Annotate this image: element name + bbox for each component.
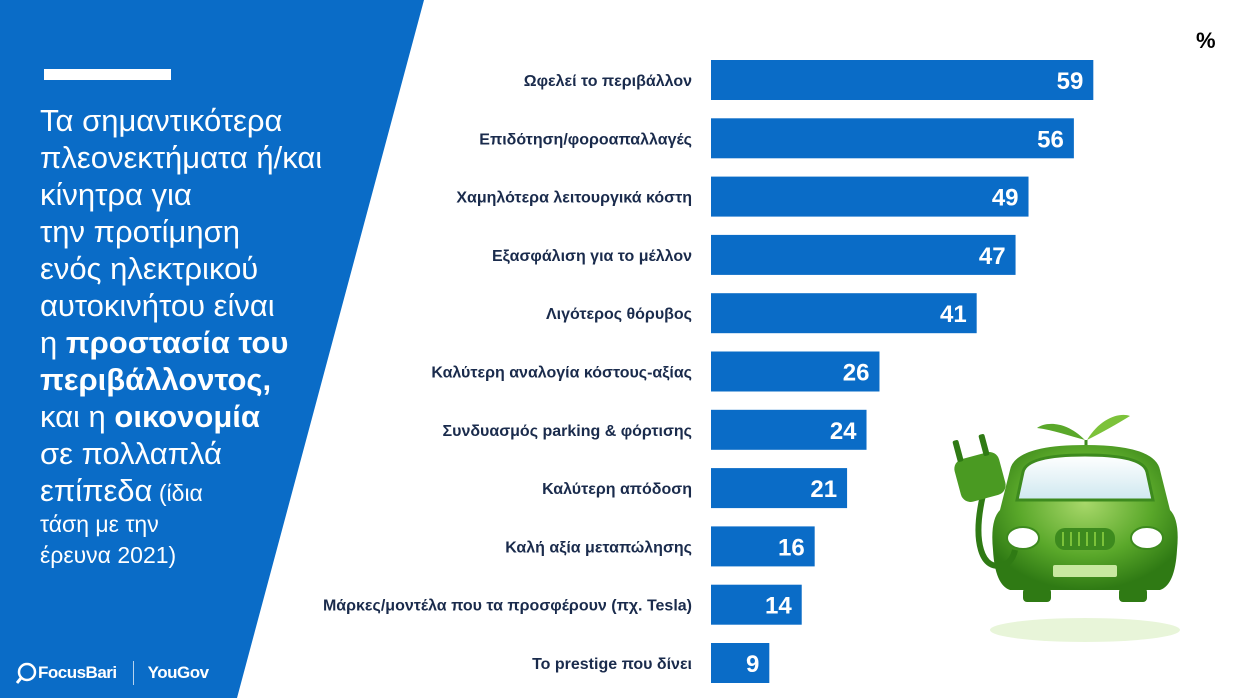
bar [711, 643, 770, 683]
headline-text: επίπεδα [40, 473, 153, 508]
unit-label: % [1196, 28, 1216, 53]
plug-icon [952, 434, 1018, 569]
value-label: 14 [765, 593, 792, 620]
yougov-logo: YouGov [147, 663, 209, 682]
category-label: Εξασφάλιση για το μέλλον [492, 248, 692, 265]
value-label: 49 [992, 185, 1019, 212]
headline-emphasis: προστασία του [65, 325, 289, 360]
focusbari-logo-icon [16, 662, 37, 684]
value-label: 41 [940, 301, 967, 328]
headline-note: (ίδια [152, 480, 203, 506]
category-label: Ωφελεί το περιβάλλον [524, 73, 692, 90]
category-label: Καλύτερη απόδοση [542, 481, 692, 498]
bar [711, 584, 802, 625]
headline-line: η προστασία του [40, 324, 370, 361]
category-label: Το prestige που δίνει [532, 656, 692, 673]
bar [711, 176, 1029, 217]
category-label: Λιγότερος θόρυβος [546, 306, 692, 323]
headline-text: η [40, 325, 66, 360]
bar [711, 351, 880, 392]
bar [711, 234, 1016, 275]
headline-line: ενός ηλεκτρικού [40, 251, 259, 286]
headline-line: σε πολλαπλά [40, 436, 222, 471]
value-label: 56 [1037, 126, 1064, 153]
headline-line: Τα σημαντικότερα [40, 103, 283, 138]
electric-car-illustration [952, 414, 1180, 642]
value-label: 59 [1057, 68, 1084, 95]
category-label: Μάρκες/μοντέλα που τα προσφέρουν (πχ. Te… [323, 598, 692, 615]
focusbari-logo: FocusBari [38, 663, 117, 682]
category-label: Συνδυασμός parking & φόρτισης [443, 423, 692, 440]
headlight-icon [1006, 526, 1040, 550]
headline-emphasis: οικονομία [114, 399, 260, 434]
bar [711, 118, 1074, 159]
headline-line: επίπεδα (ίδια [40, 472, 370, 509]
bar [711, 60, 1094, 100]
accent-bar [44, 69, 171, 80]
headline-line: αυτοκινήτου είναι [40, 288, 275, 323]
value-label: 47 [979, 243, 1006, 270]
headline-line: την προτίμηση [40, 214, 241, 249]
headline-emphasis: περιβάλλοντος, [40, 362, 272, 397]
value-label: 26 [843, 360, 870, 387]
value-label: 24 [830, 418, 857, 445]
headline-note: έρευνα 2021) [40, 542, 177, 568]
headlight-icon [1130, 526, 1164, 550]
category-label: Καλύτερη αναλογία κόστους-αξίας [431, 365, 692, 382]
category-label: Χαμηλότερα λειτουργικά κόστη [456, 190, 692, 207]
headline-line: περιβάλλοντος, [40, 361, 370, 398]
headline-note: τάση με την [40, 511, 159, 537]
headline-line: κίνητρα για [40, 177, 192, 212]
category-label: Καλή αξία μεταπώλησης [505, 539, 692, 556]
bar [711, 293, 977, 334]
bar [711, 468, 848, 509]
value-label: 9 [746, 651, 759, 678]
bar [711, 526, 815, 567]
bar [711, 409, 867, 450]
headline: Τα σημαντικότερα πλεονεκτήματα ή/και κίν… [40, 102, 370, 571]
category-label: Επιδότηση/φοροαπαλλαγές [479, 131, 692, 148]
headline-line: και η οικονομία [40, 398, 370, 435]
headline-text: και η [40, 399, 115, 434]
brand-logos: FocusBari YouGov [16, 660, 209, 686]
value-label: 16 [778, 534, 805, 561]
logo-divider [132, 661, 134, 685]
value-label: 21 [810, 476, 837, 503]
headline-line: πλεονεκτήματα ή/και [40, 140, 323, 175]
